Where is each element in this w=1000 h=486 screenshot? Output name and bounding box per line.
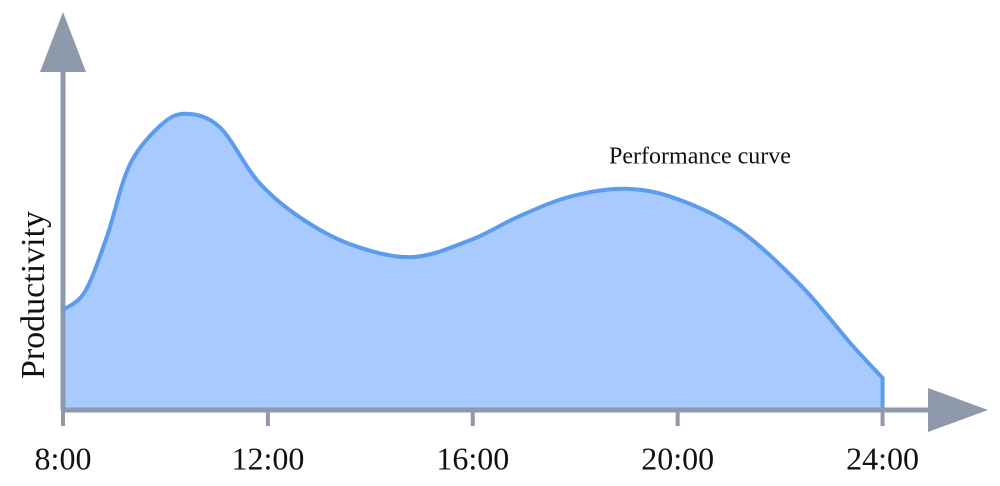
annotation: Performance curve bbox=[609, 144, 791, 170]
area-fill bbox=[63, 113, 883, 411]
x-tick-label: 20:00 bbox=[641, 440, 714, 476]
x-tick-label: 16:00 bbox=[436, 440, 509, 476]
y-axis-label: Productivity bbox=[15, 211, 52, 379]
x-tick-label: 24:00 bbox=[846, 440, 919, 476]
x-tick-label: 12:00 bbox=[231, 440, 304, 476]
y-axis-arrow bbox=[40, 12, 86, 72]
x-tick-label: 8:00 bbox=[35, 440, 92, 476]
x-axis-arrow bbox=[928, 388, 988, 432]
area-line bbox=[61, 111, 885, 410]
